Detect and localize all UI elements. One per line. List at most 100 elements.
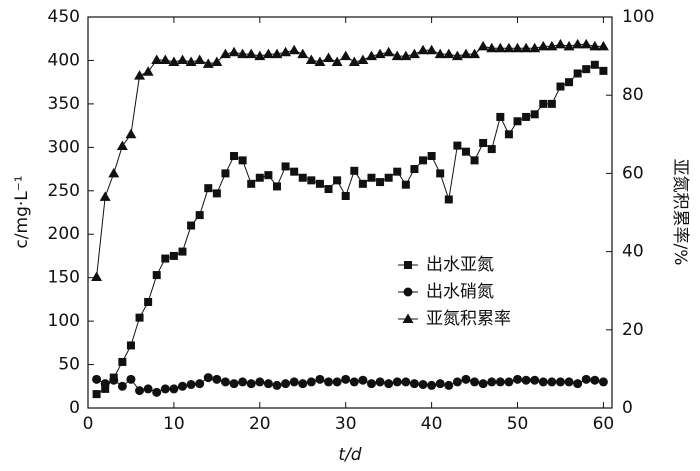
marker-circle: [281, 379, 291, 389]
y2-tick-label: 0: [622, 398, 633, 418]
marker-triangle: [237, 48, 249, 59]
marker-triangle: [194, 54, 206, 65]
marker-triangle: [142, 66, 154, 76]
marker-circle: [306, 377, 316, 387]
marker-circle: [495, 377, 505, 387]
marker-triangle: [402, 313, 414, 323]
marker-circle: [272, 380, 282, 390]
marker-square: [195, 211, 204, 220]
marker-triangle: [580, 38, 592, 49]
marker-triangle: [108, 167, 120, 178]
marker-circle: [478, 379, 488, 389]
marker-triangle: [176, 54, 188, 65]
marker-square: [556, 82, 565, 91]
y2-tick-label: 80: [622, 85, 644, 105]
marker-square: [135, 313, 144, 322]
marker-triangle: [529, 42, 541, 53]
marker-triangle: [262, 48, 274, 59]
marker-circle: [298, 379, 308, 389]
marker-square: [461, 147, 470, 156]
marker-triangle: [374, 48, 386, 59]
marker-triangle: [228, 46, 240, 57]
marker-square: [419, 156, 428, 165]
marker-circle: [349, 377, 359, 387]
marker-square: [410, 165, 419, 174]
y-tick-label: 400: [48, 50, 80, 70]
marker-circle: [538, 377, 548, 387]
y2-tick-label: 100: [622, 7, 654, 27]
marker-circle: [177, 381, 187, 391]
marker-circle: [401, 377, 411, 387]
marker-square: [513, 117, 522, 126]
marker-triangle: [254, 50, 266, 61]
y-tick-label: 350: [48, 94, 80, 114]
marker-square: [496, 112, 505, 121]
marker-circle: [246, 379, 256, 389]
marker-circle: [403, 287, 413, 297]
marker-square: [255, 173, 264, 182]
marker-circle: [315, 374, 325, 384]
legend-label: 出水硝氮: [426, 282, 494, 302]
marker-triangle: [443, 48, 455, 59]
marker-triangle: [494, 42, 506, 53]
marker-circle: [547, 377, 557, 387]
marker-triangle: [314, 56, 326, 66]
marker-triangle: [400, 50, 412, 61]
marker-triangle: [383, 46, 395, 57]
marker-circle: [573, 379, 583, 389]
marker-circle: [581, 374, 591, 384]
marker-circle: [366, 379, 376, 389]
y-tick-label: 100: [48, 311, 80, 331]
marker-triangle: [211, 56, 223, 66]
marker-circle: [392, 377, 402, 387]
marker-circle: [470, 377, 480, 387]
marker-circle: [289, 377, 299, 387]
marker-square: [161, 254, 170, 263]
y2-tick-label: 60: [622, 163, 644, 183]
marker-square: [393, 167, 402, 176]
marker-circle: [203, 373, 213, 383]
marker-triangle: [151, 54, 163, 65]
marker-circle: [521, 375, 531, 385]
marker-triangle: [348, 56, 360, 66]
marker-square: [272, 182, 281, 191]
marker-square: [479, 138, 488, 147]
marker-circle: [324, 377, 334, 387]
marker-circle: [160, 384, 170, 394]
marker-triangle: [288, 44, 300, 55]
y2-tick-label: 40: [622, 242, 644, 262]
marker-circle: [452, 377, 462, 387]
marker-circle: [513, 374, 523, 384]
x-tick-label: 50: [507, 414, 529, 434]
marker-square: [358, 179, 367, 188]
marker-circle: [229, 379, 239, 389]
x-tick-label: 0: [83, 414, 94, 434]
marker-triangle: [451, 50, 463, 61]
marker-square: [530, 110, 539, 119]
marker-triangle: [486, 42, 498, 53]
marker-circle: [212, 374, 222, 384]
marker-square: [582, 65, 591, 74]
y-axis-label: c/mg·L⁻¹: [12, 175, 32, 248]
marker-triangle: [589, 40, 601, 51]
marker-square: [444, 195, 453, 204]
marker-circle: [358, 375, 368, 385]
marker-triangle: [572, 38, 584, 49]
marker-square: [290, 167, 299, 176]
marker-circle: [186, 380, 196, 390]
marker-circle: [100, 379, 110, 389]
marker-triangle: [305, 54, 317, 65]
marker-circle: [504, 377, 514, 387]
marker-triangle: [323, 52, 335, 63]
marker-square: [504, 130, 513, 139]
marker-triangle: [417, 44, 429, 55]
marker-square: [539, 99, 548, 108]
marker-circle: [92, 374, 102, 384]
marker-circle: [375, 377, 385, 387]
marker-triangle: [365, 50, 377, 61]
y-tick-label: 200: [48, 224, 80, 244]
marker-circle: [255, 377, 265, 387]
marker-triangle: [125, 128, 137, 139]
marker-triangle: [91, 271, 103, 282]
marker-square: [204, 184, 213, 193]
